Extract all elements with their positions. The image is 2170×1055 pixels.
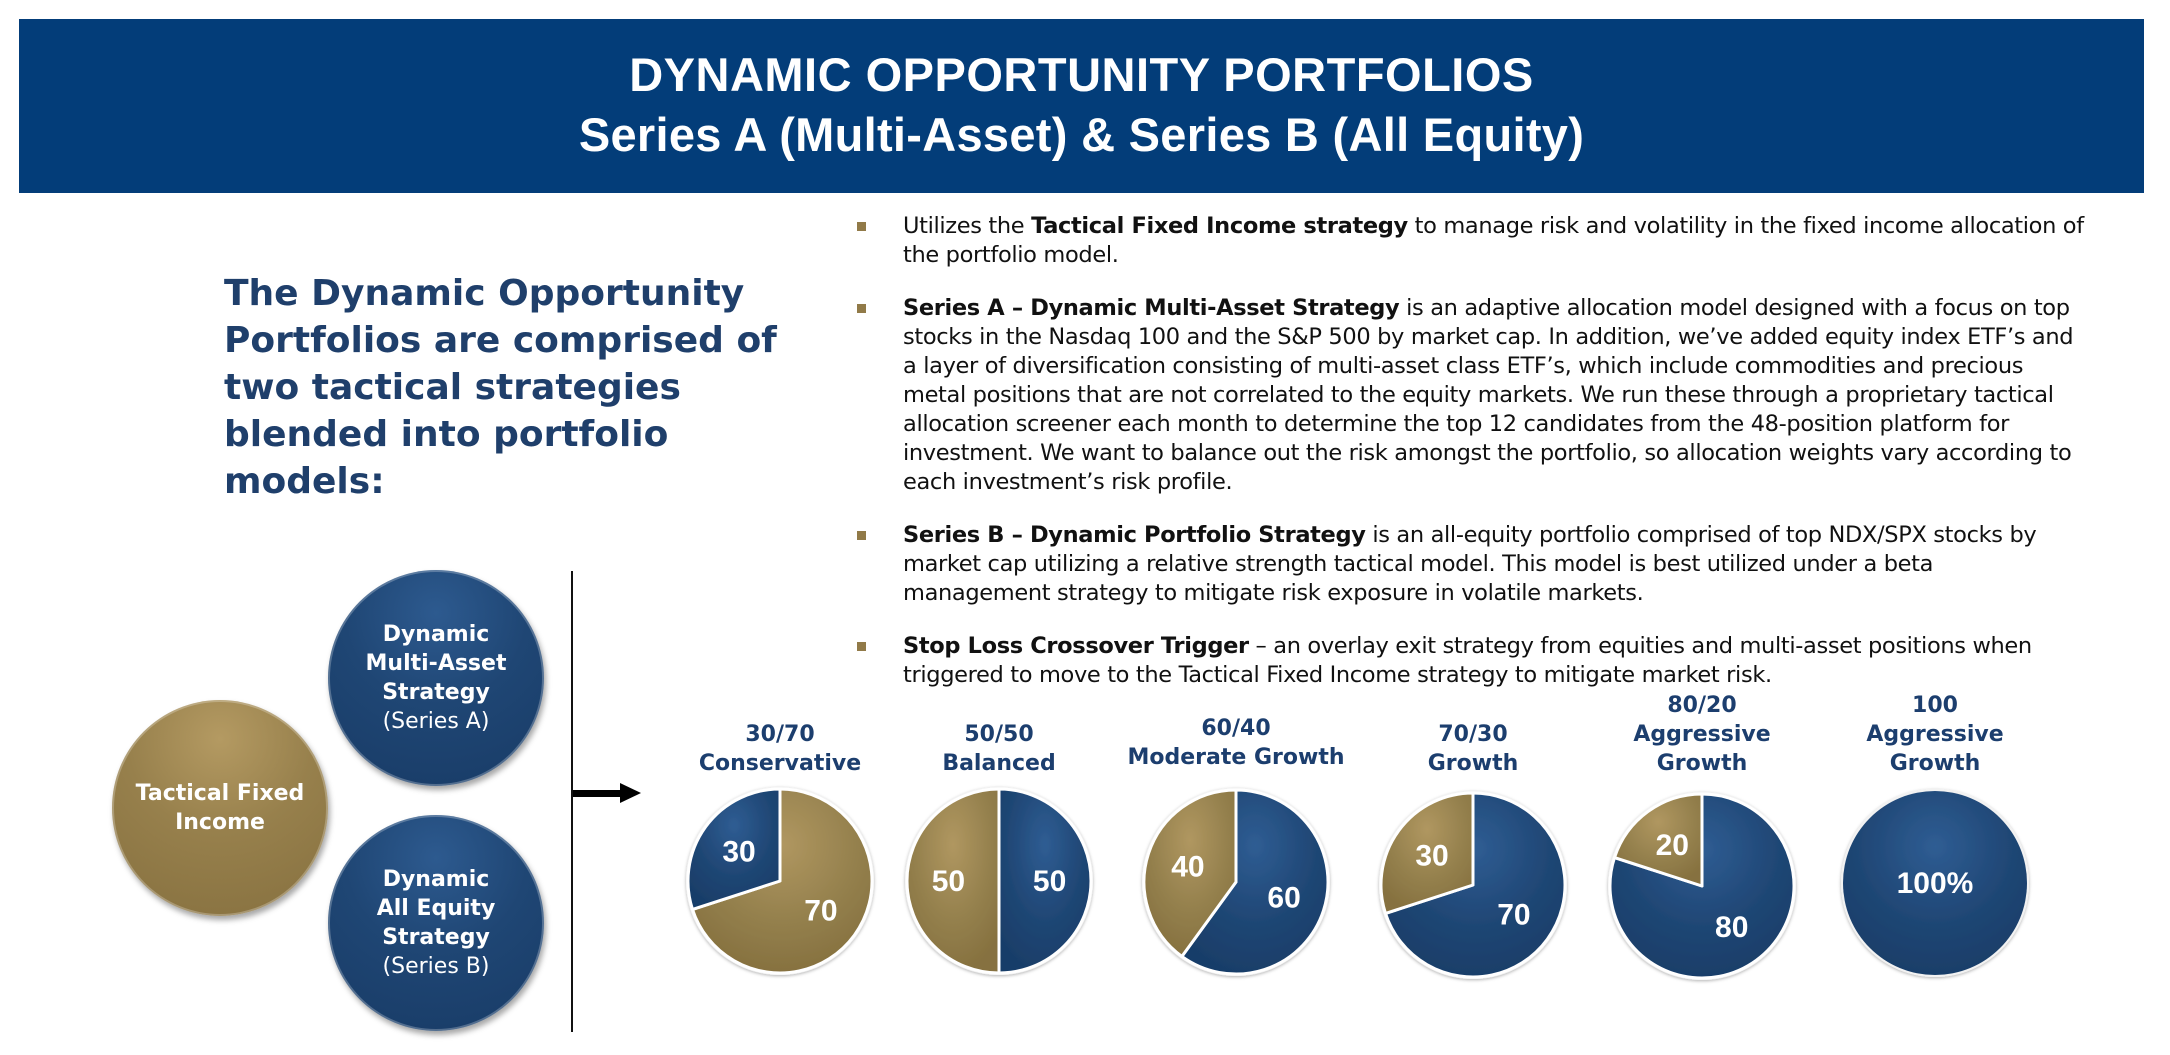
bullet-text: – an overlay exit strategy from equities… xyxy=(903,633,2032,688)
bubble-line: (Series A) xyxy=(382,709,490,734)
pie-slice-fixed-income xyxy=(1379,791,1475,915)
page-title: DYNAMIC OPPORTUNITY PORTFOLIOS xyxy=(629,48,1534,101)
bullet-bold: Tactical Fixed Income strategy xyxy=(1031,213,1408,239)
pie-chart xyxy=(1841,789,2029,977)
pie-rim xyxy=(1608,792,1796,980)
bullet-text: is an adaptive allocation model designed… xyxy=(903,295,2074,495)
pie-label-equity: 50 xyxy=(1033,865,1066,898)
pie-chart xyxy=(905,787,1093,975)
pie-chart xyxy=(1142,788,1330,976)
bullet-square-icon xyxy=(857,304,866,313)
pie-label-fixed-income: 30 xyxy=(1415,839,1448,872)
pie-slice-equity xyxy=(1843,791,2027,975)
pie-label-fixed-income: 70 xyxy=(804,895,837,928)
bullet-stop-loss: Stop Loss Crossover Trigger – an overlay… xyxy=(857,632,2087,690)
pie-title: 70/30 Growth xyxy=(1343,720,1603,778)
pie-label-fixed-income: 50 xyxy=(932,865,965,898)
pie-title-line: Growth xyxy=(1889,751,1981,776)
pie-chart xyxy=(1608,792,1796,980)
bubble-line: Tactical Fixed xyxy=(135,781,305,806)
pie-rim xyxy=(1841,789,2029,977)
pie-title-line: 100 xyxy=(1912,693,1958,718)
pie-title-line: Growth xyxy=(1427,751,1519,776)
bullet-square-icon xyxy=(857,222,866,231)
bullet-series-b: Series B – Dynamic Portfolio Strategy is… xyxy=(857,521,2087,608)
bubble-tactical-fixed-income: Tactical Fixed Income xyxy=(112,700,328,916)
pie-rim xyxy=(1142,788,1330,976)
bubble-series-b: Dynamic All Equity Strategy (Series B) xyxy=(328,815,544,1031)
pie-title-line: Moderate Growth xyxy=(1127,745,1345,770)
pie-label-equity: 100% xyxy=(1897,867,1974,900)
bubble-line: Strategy xyxy=(382,680,490,705)
pie-title-line: 50/50 xyxy=(964,722,1034,747)
bubble-line: Income xyxy=(175,810,265,835)
pie-slice-equity xyxy=(1608,792,1796,980)
bullet-text: to manage risk and volatility in the fix… xyxy=(903,213,2084,268)
bubble-line: Strategy xyxy=(382,925,490,950)
pie-title: 60/40 Moderate Growth xyxy=(1106,714,1366,772)
bubble-line: (Series B) xyxy=(382,954,490,979)
bullet-text: is an all-equity portfolio comprised of … xyxy=(903,522,2037,606)
pie-title-line: 30/70 xyxy=(745,722,815,747)
bullet-series-a: Series A – Dynamic Multi-Asset Strategy … xyxy=(857,294,2087,497)
pie-title-line: 80/20 xyxy=(1667,693,1737,718)
bullet-bold: Series A – Dynamic Multi-Asset Strategy xyxy=(903,295,1400,321)
pie-label-equity: 30 xyxy=(722,835,755,868)
pie-chart xyxy=(686,787,874,975)
pie-label-equity: 60 xyxy=(1267,882,1300,915)
pie-slice-fixed-income xyxy=(691,787,874,975)
bubble-line: Multi-Asset xyxy=(365,651,507,676)
pie-slice-fixed-income xyxy=(1613,792,1704,888)
bullet-list: Utilizes the Tactical Fixed Income strat… xyxy=(857,212,2087,714)
pie-rim xyxy=(1379,791,1567,979)
pie-title: 50/50 Balanced xyxy=(869,720,1129,778)
pie-title-line: Growth xyxy=(1656,751,1748,776)
bullet-square-icon xyxy=(857,531,866,540)
pie-slice-equity xyxy=(1180,788,1330,976)
pie-title-line: 70/30 xyxy=(1438,722,1508,747)
pie-rim xyxy=(905,787,1093,975)
pie-title: 30/70 Conservative xyxy=(650,720,910,778)
bubble-line: Dynamic xyxy=(382,867,490,892)
bubble-line: Dynamic xyxy=(382,622,490,647)
title-banner: DYNAMIC OPPORTUNITY PORTFOLIOS Series A … xyxy=(19,19,2144,193)
pie-slice-equity xyxy=(686,787,782,911)
pie-title-line: Conservative xyxy=(698,751,862,776)
pie-label-fixed-income: 20 xyxy=(1656,829,1689,862)
pie-title-line: Aggressive xyxy=(1866,722,2004,747)
pie-label-equity: 80 xyxy=(1715,911,1748,944)
pie-rim xyxy=(686,787,874,975)
arrow-right-icon xyxy=(573,790,621,797)
pie-title-line: Aggressive xyxy=(1633,722,1771,747)
pie-label-fixed-income: 40 xyxy=(1171,850,1204,883)
pie-slice-fixed-income xyxy=(905,787,1001,975)
pie-chart xyxy=(1379,791,1567,979)
pie-title: 100 Aggressive Growth xyxy=(1805,691,2065,778)
bullet-bold: Stop Loss Crossover Trigger xyxy=(903,633,1249,659)
bullet-square-icon xyxy=(857,642,866,651)
intro-heading: The Dynamic Opportunity Portfolios are c… xyxy=(224,273,777,502)
pie-label-equity: 70 xyxy=(1497,899,1530,932)
pie-slice-equity xyxy=(1384,791,1567,979)
pie-slice-equity xyxy=(997,787,1093,975)
pie-slice-fixed-income xyxy=(1142,788,1238,958)
divider-line xyxy=(571,571,573,1032)
bullet-prefix: Utilizes the xyxy=(903,213,1032,239)
bullet-tactical-fixed-income: Utilizes the Tactical Fixed Income strat… xyxy=(857,212,2087,270)
bullet-bold: Series B – Dynamic Portfolio Strategy xyxy=(903,522,1366,548)
pie-title: 80/20 Aggressive Growth xyxy=(1572,691,1832,778)
bubble-line: All Equity xyxy=(376,896,496,921)
bubble-series-a: Dynamic Multi-Asset Strategy (Series A) xyxy=(328,570,544,786)
arrow-head-icon xyxy=(620,783,641,803)
pie-title-line: Balanced xyxy=(942,751,1056,776)
page-subtitle: Series A (Multi-Asset) & Series B (All E… xyxy=(578,108,1585,161)
pie-title-line: 60/40 xyxy=(1201,716,1271,741)
